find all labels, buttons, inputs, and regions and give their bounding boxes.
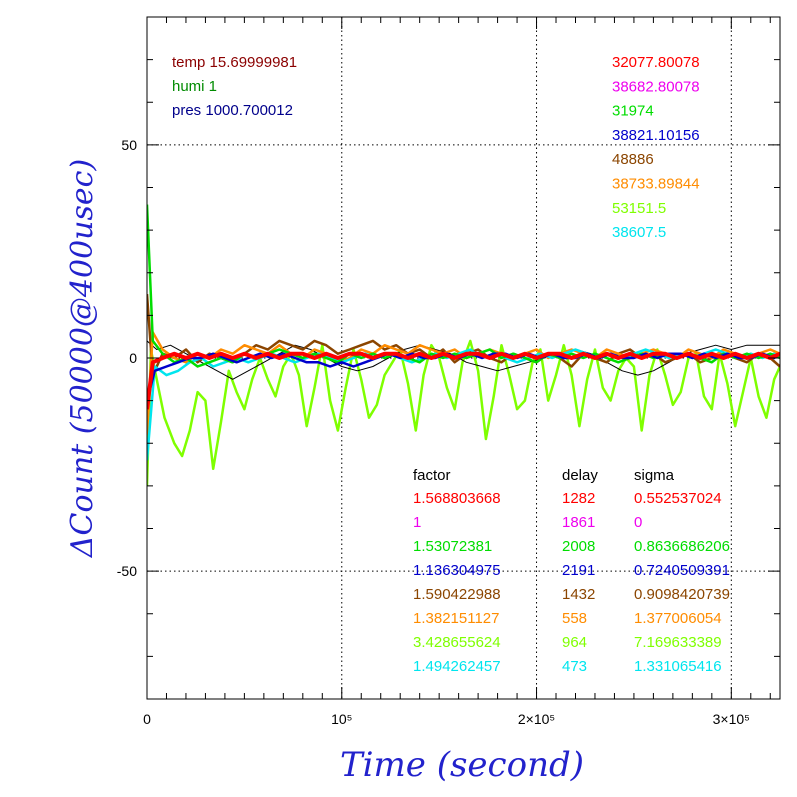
series-value-label: 32077.80078 [612, 54, 700, 71]
table-header-factor: factor [413, 467, 451, 484]
table-cell-delay: 2008 [562, 538, 595, 555]
env-label: humi 1 [172, 78, 217, 95]
table-cell-factor: 1.382151127 [413, 610, 499, 627]
env-label: pres 1000.700012 [172, 102, 293, 119]
series-line [147, 339, 780, 486]
tick-labels: 0 10⁵ 2×10⁵ 3×10⁵ 50 0 -50 [117, 137, 750, 727]
series-value-label: 48886 [612, 151, 654, 168]
series-value-label: 38733.89844 [612, 176, 700, 193]
series-value-label: 31974 [612, 103, 654, 120]
annotations: temp 15.69999981 humi 1 pres 1000.700012 32… [172, 54, 730, 675]
axis-ticks [147, 17, 780, 699]
table-cell-delay: 1282 [562, 490, 595, 507]
table-cell-sigma: 7.169633389 [634, 634, 722, 651]
y-tick-label: -50 [117, 563, 137, 579]
table-header-sigma: sigma [634, 467, 675, 484]
series-line [147, 351, 780, 410]
table-header-delay: delay [562, 467, 598, 484]
y-tick-label: 0 [129, 350, 137, 366]
env-label: temp 15.69999981 [172, 54, 297, 71]
series-value-label: 38607.5 [612, 224, 666, 241]
y-tick-label: 50 [121, 137, 137, 153]
x-tick-label: 2×10⁵ [518, 711, 555, 727]
series-value-label: 38682.80078 [612, 78, 700, 95]
x-tick-label: 0 [143, 711, 151, 727]
table-cell-factor: 1.568803668 [413, 490, 501, 507]
series-value-label: 38821.10156 [612, 127, 700, 144]
x-axis-title: Time (second) [340, 745, 584, 785]
table-cell-delay: 1432 [562, 586, 595, 603]
table-cell-factor: 1.53072381 [413, 538, 492, 555]
table-cell-sigma: 1.377006054 [634, 610, 722, 627]
table-cell-delay: 964 [562, 634, 587, 651]
table-cell-sigma: 0.552537024 [634, 490, 722, 507]
table-cell-factor: 3.428655624 [413, 634, 501, 651]
series-lines [147, 204, 780, 486]
table-cell-sigma: 0.7240509391 [634, 562, 730, 579]
table-cell-delay: 473 [562, 658, 587, 675]
table-cell-factor: 1.136304975 [413, 562, 501, 579]
table-cell-sigma: 1.331065416 [634, 658, 722, 675]
table-cell-sigma: 0 [634, 514, 642, 531]
x-tick-label: 3×10⁵ [713, 711, 750, 727]
series-line [147, 204, 780, 368]
table-cell-sigma: 0.9098420739 [634, 586, 730, 603]
series-line [147, 331, 780, 435]
y-axis-title: ΔCount (50000@400usec) [65, 159, 100, 558]
table-cell-factor: 1.494262457 [413, 658, 501, 675]
x-tick-label: 10⁵ [331, 711, 352, 727]
table-cell-delay: 2191 [562, 562, 595, 579]
series-value-label: 53151.5 [612, 200, 666, 217]
table-cell-delay: 1861 [562, 514, 595, 531]
table-cell-sigma: 0.8636686206 [634, 538, 730, 555]
table-cell-factor: 1.590422988 [413, 586, 501, 603]
table-cell-delay: 558 [562, 610, 587, 627]
table-cell-factor: 1 [413, 514, 421, 531]
